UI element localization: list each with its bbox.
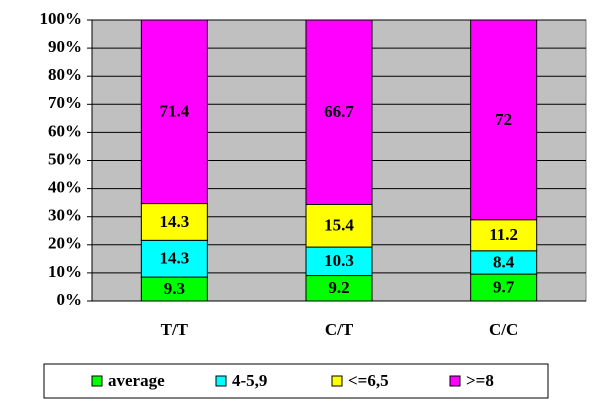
bar-segment xyxy=(140,239,208,278)
bar-segment xyxy=(140,19,208,205)
data-label: 8.4 xyxy=(493,252,515,271)
y-tick-label: 50% xyxy=(48,149,82,168)
data-label: 14.3 xyxy=(159,212,189,231)
data-label: 11.2 xyxy=(489,225,518,244)
legend xyxy=(43,363,549,399)
y-tick-label: 70% xyxy=(48,93,82,112)
y-tick-label: 80% xyxy=(48,65,82,84)
legend-label: 4-5,9 xyxy=(232,371,267,390)
legend-swatch xyxy=(215,375,227,387)
data-label: 66.7 xyxy=(324,102,354,121)
bar-segment xyxy=(470,219,538,252)
x-tick-label: C/C xyxy=(489,320,518,339)
y-tick-label: 90% xyxy=(48,37,82,56)
data-label: 9.2 xyxy=(328,278,349,297)
bar-segment xyxy=(305,19,373,205)
legend-label: <=6,5 xyxy=(348,371,389,390)
data-label: 9.3 xyxy=(164,279,185,298)
legend-label: >=8 xyxy=(466,371,494,390)
bar-segment xyxy=(305,275,373,302)
legend-label: average xyxy=(108,371,165,390)
data-label: 9.7 xyxy=(493,277,515,296)
y-tick-label: 10% xyxy=(48,262,82,281)
legend-swatch xyxy=(91,375,103,387)
x-tick-label: C/T xyxy=(325,320,354,339)
data-label: 15.4 xyxy=(324,216,354,235)
y-tick-label: 20% xyxy=(48,234,82,253)
y-tick-label: 40% xyxy=(48,178,82,197)
x-tick-label: T/T xyxy=(161,320,189,339)
data-label: 72 xyxy=(495,110,512,129)
y-tick-label: 60% xyxy=(48,121,82,140)
bar-segment xyxy=(470,273,538,302)
bar-segment xyxy=(305,246,373,277)
legend-swatch xyxy=(449,375,461,387)
data-label: 71.4 xyxy=(159,102,189,121)
bar-segment xyxy=(140,203,208,241)
y-tick-label: 30% xyxy=(48,206,82,225)
data-label: 14.3 xyxy=(159,249,189,268)
legend-swatch xyxy=(331,375,343,387)
data-label: 10.3 xyxy=(324,251,354,270)
y-tick-label: 0% xyxy=(57,290,83,309)
y-tick-label: 100% xyxy=(40,9,83,28)
bar-segment xyxy=(470,19,538,221)
